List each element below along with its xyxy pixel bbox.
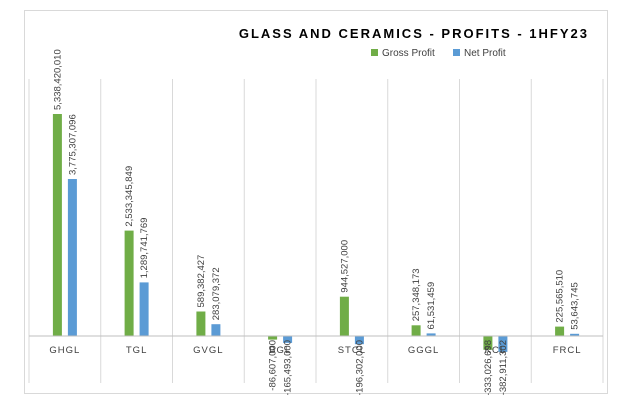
data-label-net-profit: 1,289,741,769 xyxy=(139,218,150,279)
data-label-gross-profit: 589,382,427 xyxy=(196,255,207,308)
bar-gross-profit xyxy=(339,296,349,336)
legend-label-net-profit: Net Profit xyxy=(464,48,506,59)
bar-net-profit xyxy=(139,282,149,336)
bar-net-profit xyxy=(570,333,580,336)
bar-gross-profit xyxy=(483,336,493,350)
chart-frame: GLASS AND CERAMICS - PROFITS - 1HFY23 Gr… xyxy=(24,10,608,395)
bar-gross-profit xyxy=(268,336,278,340)
chart-title: GLASS AND CERAMICS - PROFITS - 1HFY23 xyxy=(239,26,589,41)
bar-net-profit xyxy=(211,324,221,336)
bar-gross-profit xyxy=(124,230,134,336)
category-label: GVGL xyxy=(193,345,223,356)
bars xyxy=(52,114,580,352)
data-label-gross-profit: -333,026,698 xyxy=(483,340,494,395)
data-label-net-profit: -196,302,000 xyxy=(354,340,365,395)
category-label: GGGL xyxy=(408,345,439,356)
bar-net-profit xyxy=(426,333,436,336)
gridlines xyxy=(28,79,604,383)
legend-swatch-net-profit xyxy=(453,49,460,56)
data-label-gross-profit: 257,348,173 xyxy=(411,268,422,321)
bar-net-profit xyxy=(498,336,508,352)
data-label-net-profit: 283,079,372 xyxy=(211,267,222,320)
bar-chart: GLASS AND CERAMICS - PROFITS - 1HFY23 Gr… xyxy=(28,26,604,395)
bar-gross-profit xyxy=(196,311,206,336)
bar-net-profit xyxy=(67,179,77,336)
bar-gross-profit xyxy=(411,325,421,336)
category-label: BGL xyxy=(269,345,291,356)
legend-swatch-gross-profit xyxy=(371,49,378,56)
data-label-net-profit: -165,493,000 xyxy=(283,340,294,395)
category-label: TGL xyxy=(126,345,147,356)
bar-net-profit xyxy=(283,336,293,343)
bar-gross-profit xyxy=(52,114,62,336)
data-label-gross-profit: 944,527,000 xyxy=(339,240,350,293)
legend: Gross Profit Net Profit xyxy=(371,48,506,59)
data-label-gross-profit: 5,338,420,010 xyxy=(52,49,63,110)
data-label-gross-profit: 225,565,510 xyxy=(555,270,566,323)
data-label-net-profit: 53,643,745 xyxy=(570,282,581,330)
category-label: KCL xyxy=(485,345,506,356)
category-label: GHGL xyxy=(49,345,80,356)
bar-gross-profit xyxy=(555,326,565,336)
data-label-net-profit: -382,911,302 xyxy=(498,340,509,395)
data-label-net-profit: 61,531,459 xyxy=(426,282,437,330)
category-labels: GHGL TGL GVGL BGL STCL GGGL KCL FRCL xyxy=(49,345,582,356)
data-labels: 5,338,420,010 3,775,307,096 2,533,345,849 1… xyxy=(52,49,580,395)
data-label-gross-profit: 2,533,345,849 xyxy=(124,166,135,227)
legend-label-gross-profit: Gross Profit xyxy=(382,48,435,59)
data-label-net-profit: 3,775,307,096 xyxy=(67,114,78,175)
data-label-gross-profit: -86,607,000 xyxy=(268,340,279,391)
category-label: FRCL xyxy=(553,345,582,356)
bar-net-profit xyxy=(354,336,364,345)
category-label: STCL xyxy=(338,345,366,356)
